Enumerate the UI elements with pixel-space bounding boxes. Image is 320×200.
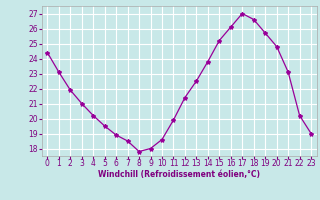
X-axis label: Windchill (Refroidissement éolien,°C): Windchill (Refroidissement éolien,°C) <box>98 170 260 179</box>
